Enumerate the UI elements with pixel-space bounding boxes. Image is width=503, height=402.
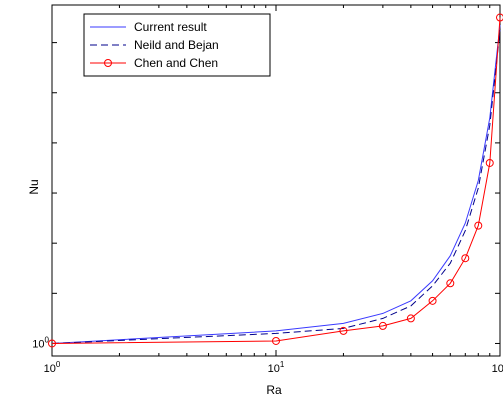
y-tick-label: 100 (32, 335, 49, 350)
series-layer (48, 13, 503, 348)
x-tick-label: 102 (492, 360, 503, 375)
y-axis-label: Nu (27, 179, 41, 194)
x-axis-label: Ra (266, 383, 282, 397)
series-marker-3 (378, 321, 387, 330)
legend-label-3: Chen and Chen (134, 56, 218, 70)
series-marker-3 (496, 13, 503, 22)
legend-marker-3 (104, 59, 112, 67)
legend-label-1: Current result (134, 20, 207, 34)
x-axis-ticks: 100 101 102 (44, 5, 503, 375)
legend-label-2: Neild and Bejan (134, 38, 219, 52)
series-marker-3 (446, 279, 455, 288)
x-tick-label: 101 (268, 360, 285, 375)
series-marker-3 (272, 336, 280, 345)
series-marker-3 (48, 339, 56, 348)
series-marker-3 (339, 326, 348, 335)
series-marker-3 (406, 314, 415, 323)
series-line-1 (51, 25, 501, 344)
series-line-3 (51, 17, 501, 344)
x-tick-label: 100 (44, 360, 61, 375)
series-marker-3 (474, 221, 483, 230)
series-marker-3 (485, 158, 494, 167)
series-line-2 (51, 30, 501, 344)
series-marker-3 (428, 296, 437, 305)
legend: Current result Neild and Bejan Chen and Ch… (83, 13, 271, 77)
series-marker-3 (461, 254, 470, 263)
